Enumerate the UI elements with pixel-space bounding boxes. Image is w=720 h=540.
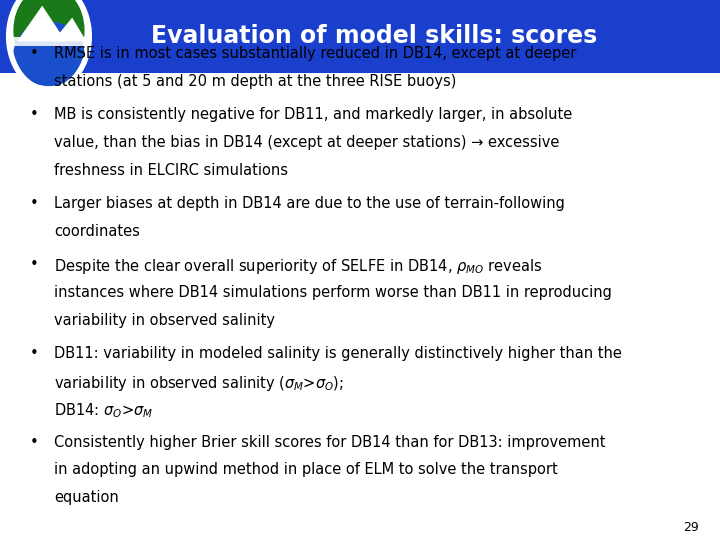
Ellipse shape	[9, 0, 89, 90]
Text: •: •	[30, 107, 39, 122]
Ellipse shape	[14, 0, 84, 77]
Text: instances where DB14 simulations perform worse than DB11 in reproducing: instances where DB14 simulations perform…	[54, 285, 612, 300]
Ellipse shape	[14, 22, 84, 86]
Text: •: •	[30, 256, 39, 272]
Text: DB14: $\sigma_{O}$>$\sigma_{M}$: DB14: $\sigma_{O}$>$\sigma_{M}$	[54, 402, 153, 420]
Text: •: •	[30, 46, 39, 61]
Text: variability in observed salinity: variability in observed salinity	[54, 313, 275, 328]
Text: Consistently higher Brier skill scores for DB14 than for DB13: improvement: Consistently higher Brier skill scores f…	[54, 435, 606, 449]
Text: stations (at 5 and 20 m depth at the three RISE buoys): stations (at 5 and 20 m depth at the thr…	[54, 74, 456, 89]
Text: freshness in ELCIRC simulations: freshness in ELCIRC simulations	[54, 163, 288, 178]
Text: MB is consistently negative for DB11, and markedly larger, in absolute: MB is consistently negative for DB11, an…	[54, 107, 572, 122]
Bar	[0, 0, 720, 73]
Text: in adopting an upwind method in place of ELM to solve the transport: in adopting an upwind method in place of…	[54, 462, 558, 477]
Text: •: •	[30, 346, 39, 361]
Text: coordinates: coordinates	[54, 224, 140, 239]
Bar	[0, 73, 720, 540]
Text: DB11: variability in modeled salinity is generally distinctively higher than the: DB11: variability in modeled salinity is…	[54, 346, 622, 361]
Polygon shape	[53, 18, 86, 42]
Text: RMSE is in most cases substantially reduced in DB14, except at deeper: RMSE is in most cases substantially redu…	[54, 46, 577, 61]
Text: equation: equation	[54, 490, 119, 505]
Text: Despite the clear overall superiority of SELFE in DB14, $\rho_{MO}$ reveals: Despite the clear overall superiority of…	[54, 256, 543, 276]
Text: value, than the bias in DB14 (except at deeper stations) → excessive: value, than the bias in DB14 (except at …	[54, 135, 559, 150]
Text: Evaluation of model skills: scores: Evaluation of model skills: scores	[151, 24, 598, 49]
Text: Larger biases at depth in DB14 are due to the use of terrain-following: Larger biases at depth in DB14 are due t…	[54, 196, 565, 211]
Text: •: •	[30, 196, 39, 211]
Bar	[14, 37, 84, 46]
Text: variability in observed salinity ($\sigma_{M}$>$\sigma_{O}$);: variability in observed salinity ($\sigm…	[54, 374, 344, 393]
Polygon shape	[17, 5, 66, 42]
Text: 29: 29	[683, 521, 698, 534]
Text: •: •	[30, 435, 39, 449]
